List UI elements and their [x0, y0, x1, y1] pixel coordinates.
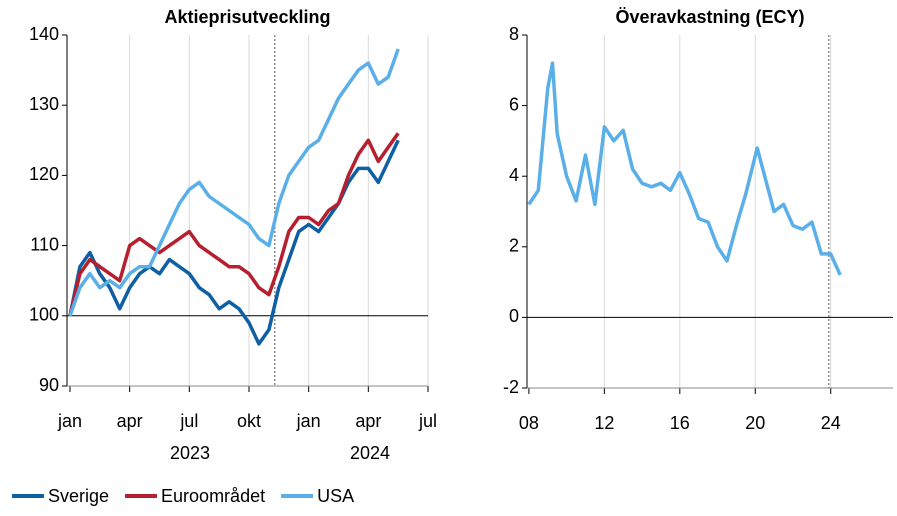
x-tick-label: jan [296, 411, 321, 431]
x-tick-label: jul [418, 411, 437, 431]
x-tick-label: 20 [745, 413, 765, 433]
y-tick-label: 0 [509, 306, 519, 326]
year-label: 2023 [170, 443, 210, 463]
x-tick-label: jan [57, 411, 82, 431]
x-tick-label: 16 [670, 413, 690, 433]
year-label: 2024 [350, 443, 390, 463]
y-tick-label: 2 [509, 236, 519, 256]
x-tick-label: 12 [594, 413, 614, 433]
legend-label: Sverige [48, 486, 109, 506]
series-line [527, 61, 842, 276]
y-tick-label: 100 [29, 305, 59, 325]
y-tick-label: 8 [509, 24, 519, 44]
y-tick-label: 6 [509, 94, 519, 114]
y-tick-label: 110 [30, 234, 59, 254]
y-tick-label: 90 [39, 375, 59, 395]
series-line [68, 132, 400, 317]
series-line [68, 48, 400, 317]
legend-label: USA [317, 486, 354, 506]
x-tick-label: okt [237, 411, 261, 431]
x-tick-label: apr [117, 411, 143, 431]
y-tick-label: 120 [29, 164, 59, 184]
y-tick-label: -2 [503, 377, 519, 397]
x-tick-label: 24 [821, 413, 841, 433]
x-tick-label: apr [355, 411, 381, 431]
y-tick-label: 140 [29, 24, 59, 44]
y-tick-label: 130 [29, 94, 59, 114]
chart-title: Överavkastning (ECY) [615, 7, 804, 27]
x-tick-label: 08 [519, 413, 539, 433]
x-tick-label: jul [179, 411, 198, 431]
legend-label: Euroområdet [161, 486, 265, 506]
y-tick-label: 4 [509, 165, 519, 185]
chart-title: Aktieprisutveckling [164, 7, 330, 27]
